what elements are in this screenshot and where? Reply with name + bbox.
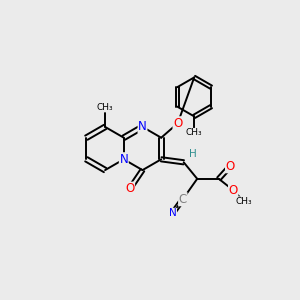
Text: CH₃: CH₃: [236, 197, 252, 206]
Text: O: O: [125, 182, 134, 195]
Text: N: N: [138, 120, 147, 134]
Text: C: C: [179, 193, 187, 206]
Text: N: N: [169, 208, 176, 218]
Text: N: N: [119, 153, 128, 166]
Text: O: O: [226, 160, 235, 173]
Text: CH₃: CH₃: [186, 128, 202, 137]
Text: H: H: [189, 149, 197, 159]
Text: O: O: [173, 117, 182, 130]
Text: O: O: [229, 184, 238, 197]
Text: CH₃: CH₃: [97, 103, 113, 112]
